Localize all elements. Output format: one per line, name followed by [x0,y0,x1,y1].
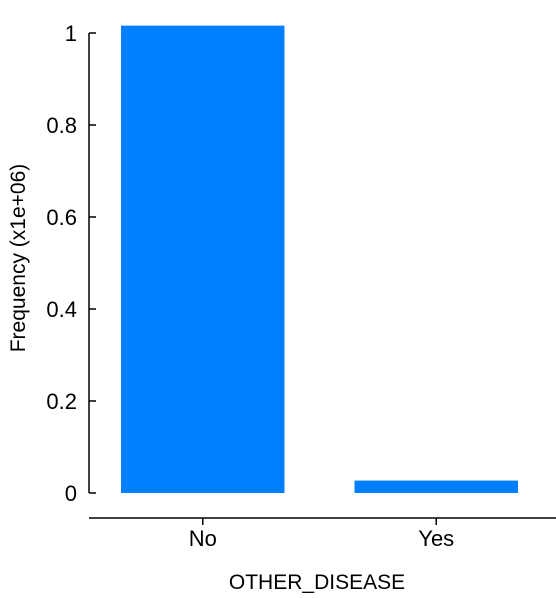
bar-no [121,25,285,493]
bars-group [121,25,518,493]
x-tick-label-yes: Yes [418,526,454,551]
y-tick-label: 0.4 [46,297,77,322]
x-tick-label-no: No [189,526,217,551]
y-tick-label: 0.8 [46,113,77,138]
x-axis-title: OTHER_DISEASE [229,571,405,594]
x-ticks-group: No Yes [189,518,454,551]
y-tick-label: 0 [65,481,77,506]
y-axis-title: Frequency (x1e+06) [7,164,30,353]
bar-yes [354,480,518,493]
y-ticks-group: 0 0.2 0.4 0.6 0.8 1 [46,21,96,506]
y-tick-label: 1 [65,21,77,46]
y-tick-label: 0.6 [46,205,77,230]
y-tick-label: 0.2 [46,389,77,414]
